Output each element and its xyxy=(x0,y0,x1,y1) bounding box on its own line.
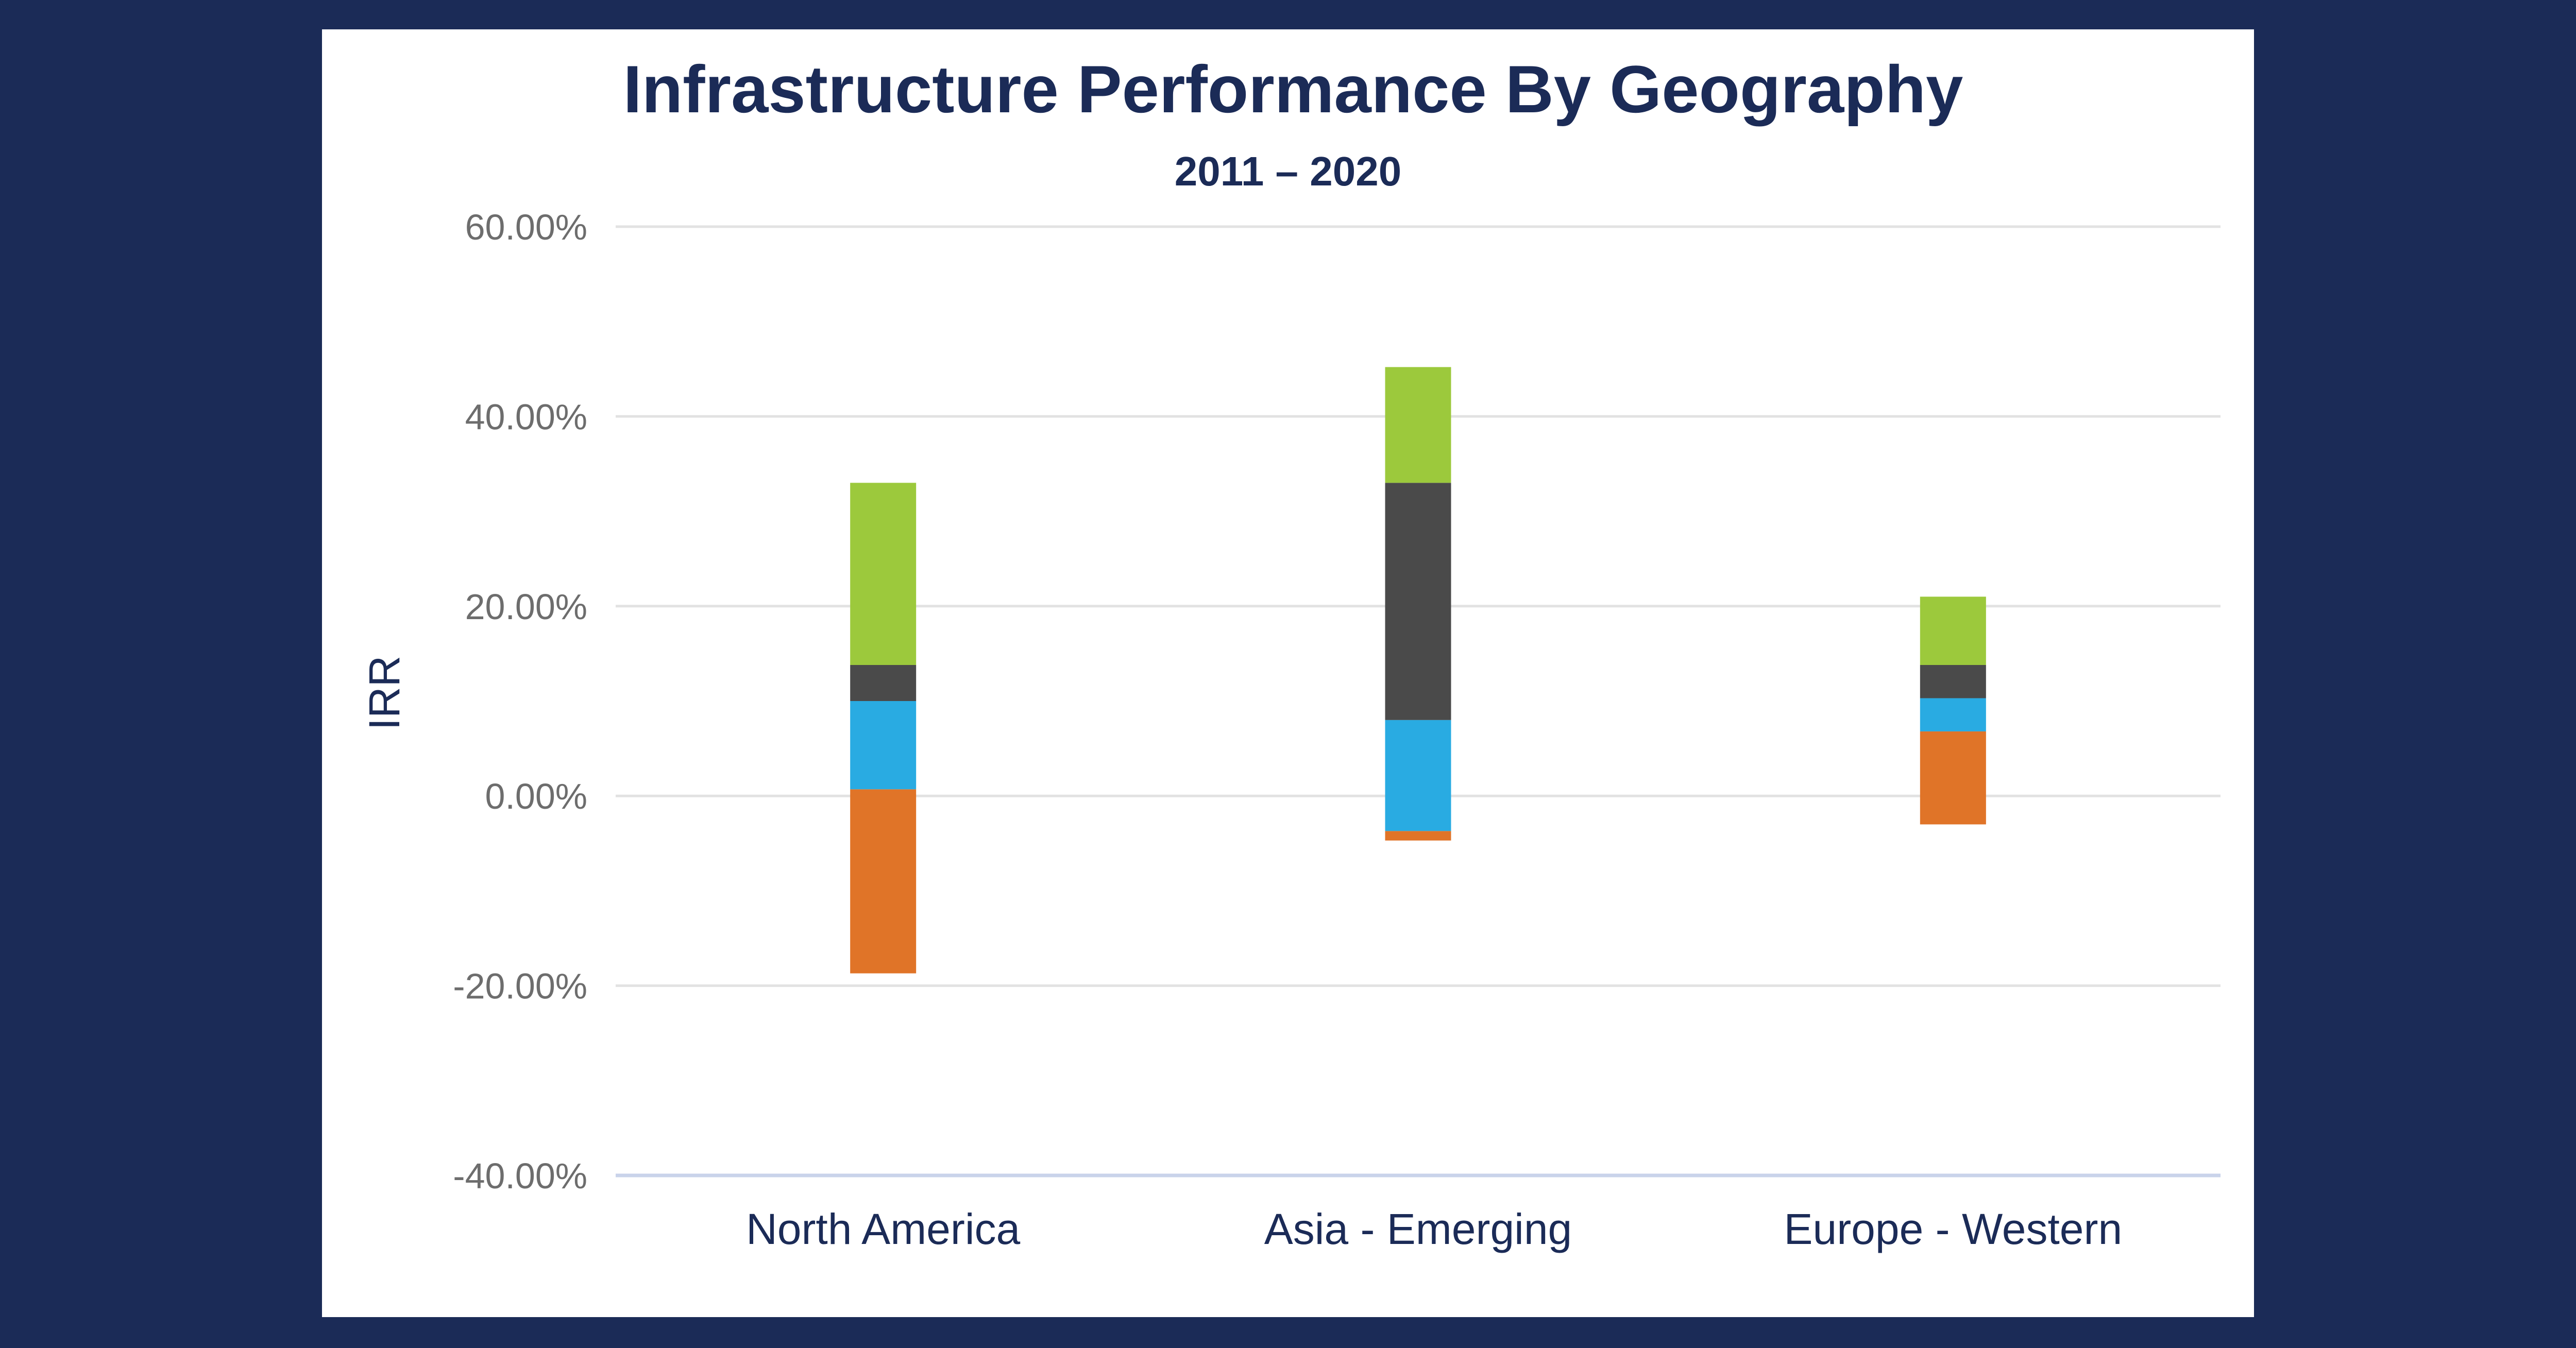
bar-segment xyxy=(1920,731,1986,825)
chart-subtitle: 2011 – 2020 xyxy=(1175,148,1401,194)
bar-segment xyxy=(1385,483,1451,720)
bar-segment xyxy=(850,789,917,974)
bar-segment xyxy=(850,701,917,790)
bars xyxy=(850,367,1986,974)
y-axis-label: IRR xyxy=(360,656,409,730)
bar-segment xyxy=(850,483,917,666)
y-tick-labels: 60.00% 40.00% 20.00% 0.00% -20.00% -40.00% xyxy=(453,207,587,1196)
x-category-label: North America xyxy=(746,1205,1020,1253)
bar-segment xyxy=(1920,698,1986,731)
y-tick-label: 40.00% xyxy=(465,397,587,437)
x-category-label: Asia - Emerging xyxy=(1264,1205,1572,1253)
bar-segment xyxy=(1920,596,1986,666)
bar-segment xyxy=(1385,831,1451,841)
bar-segment xyxy=(1385,367,1451,483)
bar-segment xyxy=(850,665,917,701)
bar-segment xyxy=(1920,665,1986,698)
bar-segment xyxy=(1385,720,1451,831)
y-tick-label: -40.00% xyxy=(453,1156,587,1196)
y-tick-label: 0.00% xyxy=(485,776,587,816)
y-tick-label: 20.00% xyxy=(465,587,587,627)
y-tick-label: 60.00% xyxy=(465,207,587,247)
y-tick-label: -20.00% xyxy=(453,966,587,1006)
x-category-labels: North America Asia - Emerging Europe - Wes… xyxy=(746,1205,2122,1253)
chart-title: Infrastructure Performance By Geography xyxy=(623,52,1963,127)
x-category-label: Europe - Western xyxy=(1784,1205,2122,1253)
